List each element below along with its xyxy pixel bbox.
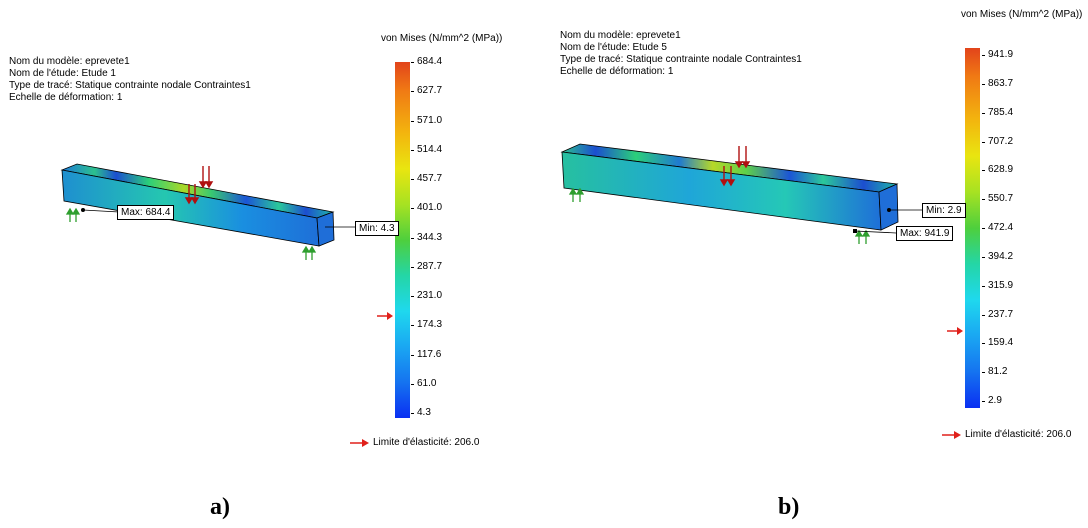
load-arrows-back [184, 184, 200, 205]
colorbar [395, 62, 410, 418]
study-name: Nom de l'étude: Etude 5 [560, 42, 667, 53]
max-label: Max: 941.9 [896, 226, 954, 241]
beam-model[interactable] [55, 160, 355, 270]
yield-marker-icon [377, 312, 393, 320]
legend-title: von Mises (N/mm^2 (MPa)) [381, 33, 503, 44]
colorbar-tick-label: 684.4 [410, 56, 443, 67]
colorbar-tick-label: 231.0 [410, 290, 443, 301]
plot-type: Type de tracé: Statique contrainte nodal… [560, 54, 802, 65]
colorbar-tick-label: 941.9 [981, 49, 1014, 60]
yield-legend: Limite d'élasticité: 206.0 [350, 437, 479, 448]
colorbar-tick-label: 785.4 [981, 106, 1014, 118]
max-label: Max: 684.4 [117, 205, 175, 220]
red-arrow-icon [942, 430, 961, 439]
load-arrows [198, 166, 214, 189]
colorbar-tick-label: 628.9 [981, 164, 1014, 176]
panel-a: Nom du modèle: eprevete1 Nom de l'étude:… [9, 33, 503, 520]
panel-b: Nom du modèle: eprevete1 Nom de l'étude:… [544, 0, 1088, 528]
red-arrow-icon [350, 438, 369, 447]
panel-label: b) [778, 494, 800, 520]
model-name: Nom du modèle: eprevete1 [9, 56, 130, 67]
panel-label: a) [210, 494, 230, 520]
plot-type: Type de tracé: Statique contrainte nodal… [9, 80, 251, 91]
colorbar-tick-label: 863.7 [981, 77, 1014, 89]
study-name: Nom de l'étude: Etude 1 [9, 68, 116, 79]
colorbar-tick-label: 394.2 [981, 250, 1014, 262]
colorbar-tick-label: 550.7 [981, 193, 1014, 205]
yield-legend: Limite d'élasticité: 206.0 [942, 429, 1071, 440]
colorbar-tick-label: 174.3 [410, 319, 443, 331]
yield-label: Limite d'élasticité: 206.0 [373, 437, 480, 448]
colorbar-tick-label: 287.7 [410, 260, 443, 272]
min-label: Min: 4.3 [355, 221, 399, 236]
model-info: Nom du modèle: eprevete1 Nom de l'étude:… [560, 30, 802, 78]
colorbar-tick-label: 61.0 [410, 377, 437, 389]
deformation-scale: Echelle de déformation: 1 [560, 66, 674, 77]
colorbar-tick-label: 2.9 [982, 395, 1002, 406]
yield-label: Limite d'élasticité: 206.0 [965, 429, 1072, 440]
load-arrows [734, 146, 751, 169]
colorbar-tick-label: 237.7 [981, 308, 1014, 320]
colorbar-tick-label: 472.4 [981, 222, 1014, 233]
support-arrows-right [301, 245, 317, 260]
colorbar [965, 48, 980, 408]
yield-marker-icon [947, 327, 963, 335]
min-label: Min: 2.9 [922, 203, 966, 218]
colorbar-tick-label: 401.0 [410, 202, 443, 214]
support-arrows-right [854, 229, 871, 244]
colorbar-tick-label: 81.2 [981, 366, 1008, 378]
colorbar-tick-label: 457.7 [410, 173, 443, 184]
support-arrows-left [65, 207, 81, 222]
colorbar-tick-label: 315.9 [981, 279, 1014, 291]
colorbar-tick-label: 514.4 [410, 143, 443, 155]
load-arrows-back [719, 166, 736, 187]
colorbar-tick-label: 707.2 [981, 135, 1014, 147]
deformation-scale: Echelle de déformation: 1 [9, 92, 123, 103]
colorbar-tick-label: 627.7 [410, 85, 443, 97]
colorbar-tick-label: 117.6 [410, 348, 442, 360]
colorbar-tick-label: 344.3 [410, 231, 443, 243]
colorbar-tick-label: 4.3 [411, 407, 431, 418]
model-info: Nom du modèle: eprevete1 Nom de l'étude:… [9, 56, 251, 104]
colorbar-tick-label: 571.0 [410, 114, 443, 126]
model-name: Nom du modèle: eprevete1 [560, 30, 681, 41]
legend-title: von Mises (N/mm^2 (MPa)) [961, 9, 1083, 20]
colorbar-tick-label: 159.4 [981, 337, 1014, 349]
beam-model[interactable] [559, 136, 939, 256]
support-arrows-left [568, 187, 585, 202]
